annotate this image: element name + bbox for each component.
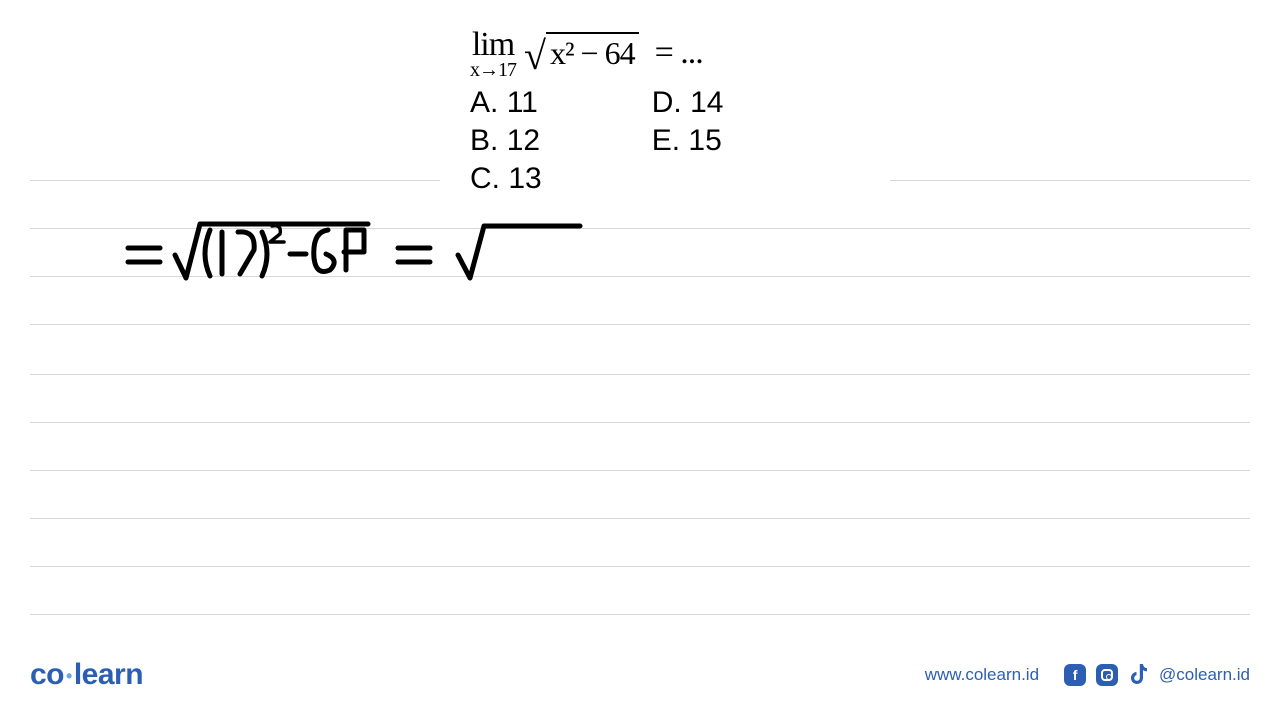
social-icons: f @colearn.id — [1063, 663, 1250, 687]
limit-operator: lim x→17 — [470, 28, 516, 80]
logo-separator-icon: • — [66, 666, 72, 686]
handwritten-work — [120, 210, 640, 300]
instagram-icon — [1095, 663, 1119, 687]
lim-subscript: x→17 — [470, 60, 516, 80]
website-url: www.colearn.id — [925, 665, 1039, 685]
problem-statement: lim x→17 √ x² − 64 = ... A. 11 B. 12 C. … — [440, 28, 890, 204]
radical-sign: √ — [524, 40, 546, 72]
choices-right-column: D. 14 E. 15 — [652, 86, 724, 196]
paper-line — [30, 518, 1250, 519]
choice-b: B. 12 — [470, 124, 542, 158]
paper-line — [30, 422, 1250, 423]
logo-prefix: co — [30, 658, 64, 691]
paper-line — [30, 374, 1250, 375]
lim-label: lim — [472, 28, 514, 62]
paper-line — [30, 566, 1250, 567]
choice-c: C. 13 — [470, 162, 542, 196]
choices-left-column: A. 11 B. 12 C. 13 — [470, 86, 542, 196]
limit-expression: lim x→17 √ x² − 64 = ... — [470, 28, 860, 80]
footer-right: www.colearn.id f @colearn.id — [925, 663, 1250, 687]
social-handle: @colearn.id — [1159, 665, 1250, 685]
paper-line — [30, 470, 1250, 471]
choice-d: D. 14 — [652, 86, 724, 120]
logo-suffix: learn — [74, 658, 143, 691]
answer-choices: A. 11 B. 12 C. 13 D. 14 E. 15 — [470, 86, 860, 196]
equals-ellipsis: = ... — [655, 34, 703, 72]
radicand: x² − 64 — [546, 32, 639, 72]
facebook-icon: f — [1063, 663, 1087, 687]
brand-logo: co•learn — [30, 658, 143, 692]
paper-line — [30, 324, 1250, 325]
choice-a: A. 11 — [470, 86, 542, 120]
paper-line — [30, 614, 1250, 615]
tiktok-icon — [1127, 663, 1151, 687]
sqrt-expression: √ x² − 64 — [524, 32, 639, 72]
footer: co•learn www.colearn.id f @colearn.id — [30, 658, 1250, 692]
choice-e: E. 15 — [652, 124, 724, 158]
